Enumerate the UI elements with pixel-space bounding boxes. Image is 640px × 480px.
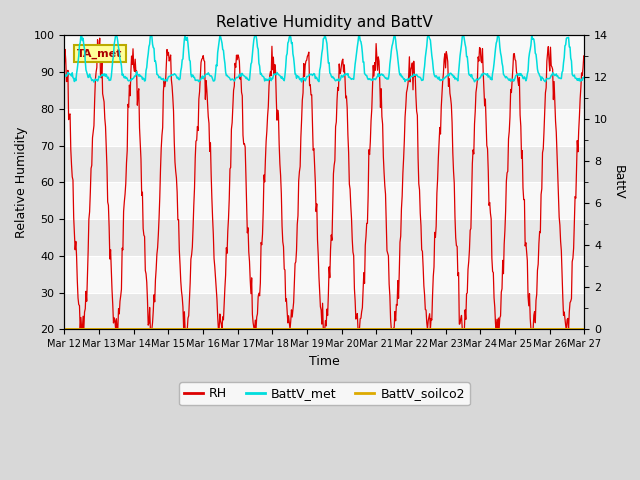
Bar [64,109,584,145]
Bar [64,36,584,72]
Y-axis label: Relative Humidity: Relative Humidity [15,127,28,238]
X-axis label: Time: Time [309,355,340,368]
Bar [64,182,584,219]
Title: Relative Humidity and BattV: Relative Humidity and BattV [216,15,433,30]
Bar [64,72,584,109]
Legend: RH, BattV_met, BattV_soilco2: RH, BattV_met, BattV_soilco2 [179,383,470,406]
Bar [64,256,584,293]
Y-axis label: BattV: BattV [612,165,625,200]
Bar [64,293,584,329]
Text: TA_met: TA_met [77,48,123,59]
Bar [64,219,584,256]
Bar [64,145,584,182]
